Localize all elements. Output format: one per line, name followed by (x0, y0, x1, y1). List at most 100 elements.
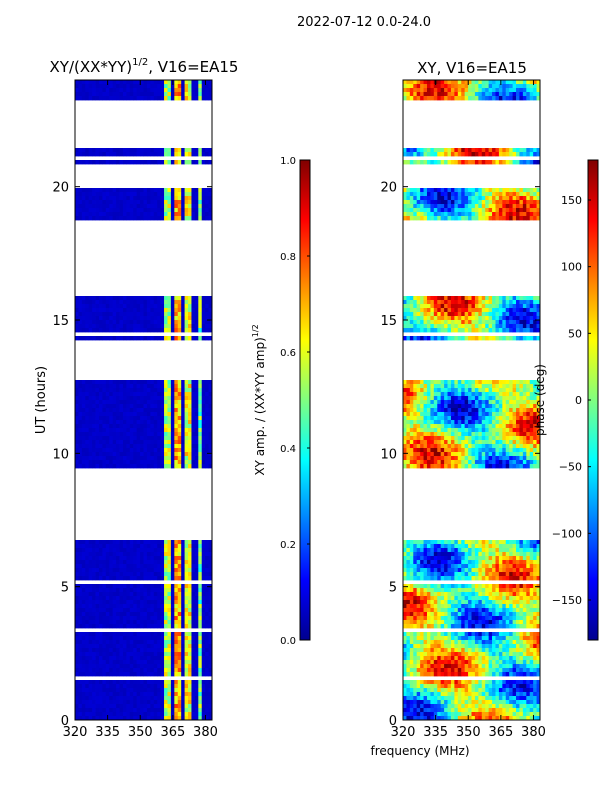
heatmap-cell (485, 316, 489, 320)
heatmap-cell (154, 92, 158, 96)
heatmap-cell (133, 312, 137, 316)
heatmap-cell (478, 320, 482, 324)
heatmap-cell (123, 556, 127, 560)
heatmap-cell (202, 652, 206, 656)
heatmap-cell (144, 96, 148, 100)
heatmap-cell (96, 548, 100, 552)
heatmap-cell (82, 624, 86, 628)
heatmap-cell (198, 148, 202, 152)
heatmap-cell (475, 148, 479, 152)
heatmap-cell (130, 612, 134, 616)
heatmap-cell (427, 308, 431, 312)
heatmap-cell (154, 148, 158, 152)
heatmap-row (75, 584, 212, 588)
heatmap-cell (116, 300, 120, 304)
heatmap-cell (154, 160, 158, 164)
heatmap-cell (161, 564, 165, 568)
heatmap-cell (89, 560, 93, 564)
heatmap-cell (437, 312, 441, 316)
heatmap-cell (482, 188, 486, 192)
heatmap-cell (164, 308, 168, 312)
heatmap-cell (188, 216, 192, 220)
heatmap-cell (191, 188, 195, 192)
heatmap-cell (513, 200, 517, 204)
heatmap-cell (120, 416, 124, 420)
heatmap-cell (78, 460, 82, 464)
heatmap-cell (137, 616, 141, 620)
heatmap-cell (185, 316, 189, 320)
heatmap-cell (448, 324, 452, 328)
heatmap-cell (109, 620, 113, 624)
heatmap-cell (198, 204, 202, 208)
heatmap-cell (85, 216, 89, 220)
heatmap-cell (420, 384, 424, 388)
heatmap-cell (82, 312, 86, 316)
heatmap-cell (116, 204, 120, 208)
heatmap-cell (147, 380, 151, 384)
heatmap-cell (123, 572, 127, 576)
heatmap-cell (144, 404, 148, 408)
heatmap-cell (167, 588, 171, 592)
heatmap-cell (157, 552, 161, 556)
heatmap-cell (157, 324, 161, 328)
heatmap-cell (164, 96, 168, 100)
heatmap-cell (126, 560, 130, 564)
heatmap-cell (424, 92, 428, 96)
heatmap-cell (451, 320, 455, 324)
heatmap-cell (92, 308, 96, 312)
heatmap-cell (78, 296, 82, 300)
heatmap-cell (99, 380, 103, 384)
heatmap-cell (89, 384, 93, 388)
heatmap-cell (113, 88, 117, 92)
heatmap-cell (161, 384, 165, 388)
heatmap-cell (144, 576, 148, 580)
heatmap-cell (188, 188, 192, 192)
heatmap-cell (499, 152, 503, 156)
heatmap-cell (191, 556, 195, 560)
heatmap-cell (116, 588, 120, 592)
heatmap-cell (123, 416, 127, 420)
heatmap-cell (78, 560, 82, 564)
heatmap-cell (489, 92, 493, 96)
heatmap-cell (123, 320, 127, 324)
heatmap-cell (116, 592, 120, 596)
heatmap-cell (109, 632, 113, 636)
heatmap-cell (174, 704, 178, 708)
heatmap-cell (461, 92, 465, 96)
heatmap-cell (171, 688, 175, 692)
heatmap-cell (185, 192, 189, 196)
heatmap-cell (106, 380, 110, 384)
heatmap-cell (167, 308, 171, 312)
heatmap-cell (89, 612, 93, 616)
heatmap-cell (133, 304, 137, 308)
heatmap-cell (499, 192, 503, 196)
heatmap-cell (157, 300, 161, 304)
heatmap-row (403, 308, 540, 312)
heatmap-cell (113, 444, 117, 448)
heatmap-row (75, 564, 212, 568)
colorbar-tick-label: 0.4 (280, 444, 296, 455)
heatmap-cell (113, 204, 117, 208)
heatmap-row (75, 684, 212, 688)
heatmap-cell (171, 576, 175, 580)
heatmap-cell (167, 396, 171, 400)
heatmap-cell (451, 308, 455, 312)
heatmap-cell (434, 204, 438, 208)
heatmap-cell (413, 316, 417, 320)
heatmap-cell (75, 608, 79, 612)
heatmap-cell (458, 336, 462, 340)
heatmap-cell (430, 296, 434, 300)
heatmap-cell (181, 540, 185, 544)
heatmap-cell (188, 308, 192, 312)
heatmap-row (75, 560, 212, 564)
heatmap-cell (78, 600, 82, 604)
heatmap-cell (82, 404, 86, 408)
heatmap-cell (82, 200, 86, 204)
heatmap-cell (92, 424, 96, 428)
heatmap-cell (451, 216, 455, 220)
heatmap-cell (167, 576, 171, 580)
heatmap-cell (89, 448, 93, 452)
heatmap-cell (116, 616, 120, 620)
heatmap-cell (144, 312, 148, 316)
heatmap-cell (526, 296, 530, 300)
